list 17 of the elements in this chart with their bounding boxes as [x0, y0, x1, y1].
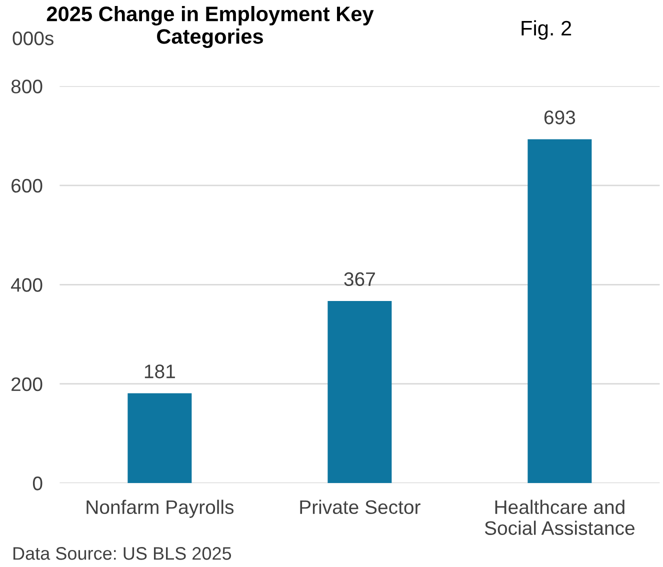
y-tick-label: 800	[11, 80, 42, 94]
y-tick-label: 0	[32, 476, 42, 490]
y-tick-label: 200	[12, 377, 42, 392]
y-tick-label: 600	[12, 178, 42, 193]
x-tick-label: Private Sector	[300, 500, 420, 514]
bar	[128, 393, 192, 484]
y-axis-title: 000s	[12, 31, 54, 46]
y-tick-label: 400	[11, 278, 42, 292]
data-label: 181	[144, 364, 175, 378]
bar	[328, 301, 392, 484]
x-tick-label: Healthcare and Social Assistance	[484, 500, 634, 535]
data-label: 367	[344, 272, 375, 286]
source-note: Data Source: US BLS 2025	[13, 547, 232, 560]
data-label: 693	[544, 110, 576, 124]
caption: Fig. 2	[522, 20, 572, 40]
x-tick-label: Nonfarm Payrolls	[86, 500, 234, 518]
bar	[528, 139, 592, 484]
